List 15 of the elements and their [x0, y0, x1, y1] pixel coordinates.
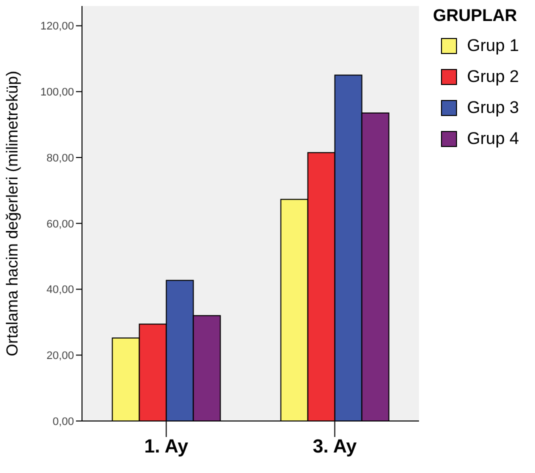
y-tick-label: 120,00	[40, 20, 74, 33]
y-tick-label: 0,00	[52, 416, 74, 428]
y-axis-title: Ortalama hacim değerleri (milimetreküp)	[4, 70, 22, 356]
y-tick-label: 60,00	[46, 218, 74, 230]
legend-label: Grup 1	[467, 36, 519, 56]
y-tick-label: 80,00	[46, 152, 74, 164]
y-tick-label: 20,00	[46, 350, 74, 362]
legend-label: Grup 4	[467, 128, 519, 148]
y-tick-label: 40,00	[46, 284, 74, 296]
y-tick-label: 100,00	[40, 86, 74, 99]
legend-label: Grup 3	[467, 98, 519, 118]
legend-label: Grup 2	[467, 66, 519, 86]
legend-title: GRUPLAR	[433, 6, 518, 26]
x-tick-label: 1. Ay	[144, 436, 189, 458]
x-tick-label: 3. Ay	[312, 436, 358, 458]
